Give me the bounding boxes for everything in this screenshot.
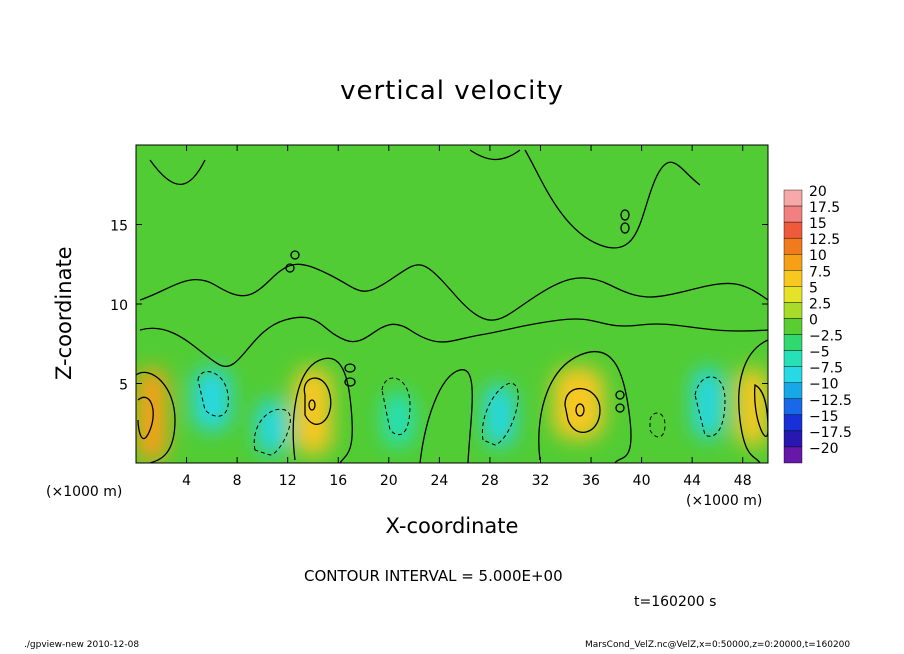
contour-line xyxy=(615,390,625,400)
colorbar-label: 7.5 xyxy=(809,264,831,280)
x-axis-label: X-coordinate xyxy=(385,514,519,538)
colorbar-swatch xyxy=(783,446,803,464)
contour-line xyxy=(149,159,206,186)
contour-line xyxy=(344,363,356,373)
colorbar-swatch xyxy=(783,334,803,351)
time-label: t=160200 s xyxy=(634,594,717,610)
contour-line xyxy=(292,357,353,463)
colorbar-swatch xyxy=(783,430,803,448)
contour-line xyxy=(136,371,176,463)
contour-line xyxy=(738,339,768,463)
contour-line xyxy=(620,222,630,234)
contour-line xyxy=(139,316,768,368)
colorbar-swatch xyxy=(783,382,803,399)
contour-line xyxy=(303,377,332,425)
colorbar-swatch xyxy=(783,221,803,239)
colorbar-label: 15 xyxy=(809,216,827,232)
heatmap-cell xyxy=(553,367,604,440)
contour-line xyxy=(538,350,632,463)
footer-right: MarsCond_VelZ.nc@VelZ,x=0:50000,z=0:2000… xyxy=(585,640,851,650)
contour-line xyxy=(344,377,356,387)
colorbar-label: 2.5 xyxy=(809,296,831,312)
contour-line xyxy=(524,149,701,249)
x-tick-label: 16 xyxy=(329,473,347,489)
heatmap-cell xyxy=(382,391,415,448)
colorbar-label: −12.5 xyxy=(809,393,852,409)
x-tick-label: 32 xyxy=(532,473,550,489)
x-tick-label: 8 xyxy=(233,473,242,489)
contour-line xyxy=(564,388,601,433)
heatmap-cell xyxy=(692,367,724,440)
footer-left: ./gpview-new 2010-12-08 xyxy=(24,640,140,650)
colorbar-swatch xyxy=(783,398,803,416)
colorbar-swatch xyxy=(783,414,803,432)
colorbar-label: 12.5 xyxy=(809,232,840,248)
heatmap-cell xyxy=(294,367,332,456)
colorbar-label: −20 xyxy=(809,441,839,457)
colorbar-swatch xyxy=(783,302,803,319)
contour-line xyxy=(620,209,630,221)
heatmap-cell xyxy=(136,367,168,463)
contour-line xyxy=(137,396,154,439)
colorbar-label: 17.5 xyxy=(809,200,840,216)
x-tick-label: 12 xyxy=(279,473,297,489)
colorbar-label: −17.5 xyxy=(809,425,852,441)
colorbar-swatch xyxy=(783,237,803,255)
contour-line xyxy=(139,263,768,321)
colorbar-label: −2.5 xyxy=(809,329,843,345)
colorbar-swatch xyxy=(783,189,803,207)
colorbar-label: 5 xyxy=(809,280,818,296)
negative-contour xyxy=(694,376,726,437)
y-tick-label: 5 xyxy=(119,378,128,394)
negative-contour xyxy=(381,377,411,436)
contour-line xyxy=(308,399,316,411)
x-tick-label: 40 xyxy=(633,473,651,489)
contour-line xyxy=(285,263,295,273)
contour-line xyxy=(419,369,473,463)
x-tick-label: 48 xyxy=(734,473,752,489)
x-axis-unit-right: (×1000 m) xyxy=(686,493,763,509)
x-tick-label: 36 xyxy=(582,473,600,489)
y-axis: 5 10 15 xyxy=(110,219,768,394)
colorbar-swatch xyxy=(783,350,803,367)
x-tick-label: 44 xyxy=(683,473,701,489)
x-tick-label: 28 xyxy=(481,473,499,489)
colorbar-swatch xyxy=(783,286,803,303)
x-axis: 4 8 12 16 20 24 28 32 36 40 44 48 xyxy=(182,145,752,489)
contour-line xyxy=(615,403,625,413)
contour-line xyxy=(290,250,300,260)
colorbar-swatch xyxy=(783,254,803,271)
negative-contour xyxy=(197,371,229,417)
negative-contour xyxy=(253,408,291,456)
negative-contour xyxy=(649,412,666,438)
colorbar-swatch xyxy=(783,366,803,383)
contour-line xyxy=(469,149,521,161)
colorbar-swatch xyxy=(783,270,803,287)
x-tick-label: 4 xyxy=(182,473,191,489)
x-tick-label: 20 xyxy=(380,473,398,489)
colorbar-label: 10 xyxy=(809,248,827,264)
colorbar-swatch xyxy=(783,318,803,335)
chart-title: vertical velocity xyxy=(340,76,564,106)
y-tick-label: 10 xyxy=(110,298,128,314)
colorbar: 2017.51512.5107.552.50−2.5−5−7.5−10−12.5… xyxy=(783,184,852,464)
colorbar-swatch xyxy=(783,205,803,223)
colorbar-label: 0 xyxy=(809,312,818,328)
colorbar-label: 20 xyxy=(809,184,827,200)
negative-contour xyxy=(481,382,519,446)
contour-line xyxy=(575,403,585,417)
contour-interval-label: CONTOUR INTERVAL = 5.000E+00 xyxy=(304,567,563,585)
y-tick-label: 15 xyxy=(110,219,128,235)
colorbar-label: −5 xyxy=(809,345,830,361)
colorbar-label: −7.5 xyxy=(809,361,843,377)
x-tick-label: 24 xyxy=(430,473,448,489)
colorbar-label: −15 xyxy=(809,409,839,425)
colorbar-label: −10 xyxy=(809,377,839,393)
plot-background xyxy=(136,145,768,463)
heatmap-cell xyxy=(483,383,516,448)
x-axis-unit-left: (×1000 m) xyxy=(46,484,123,500)
heatmap-cell xyxy=(256,399,288,456)
